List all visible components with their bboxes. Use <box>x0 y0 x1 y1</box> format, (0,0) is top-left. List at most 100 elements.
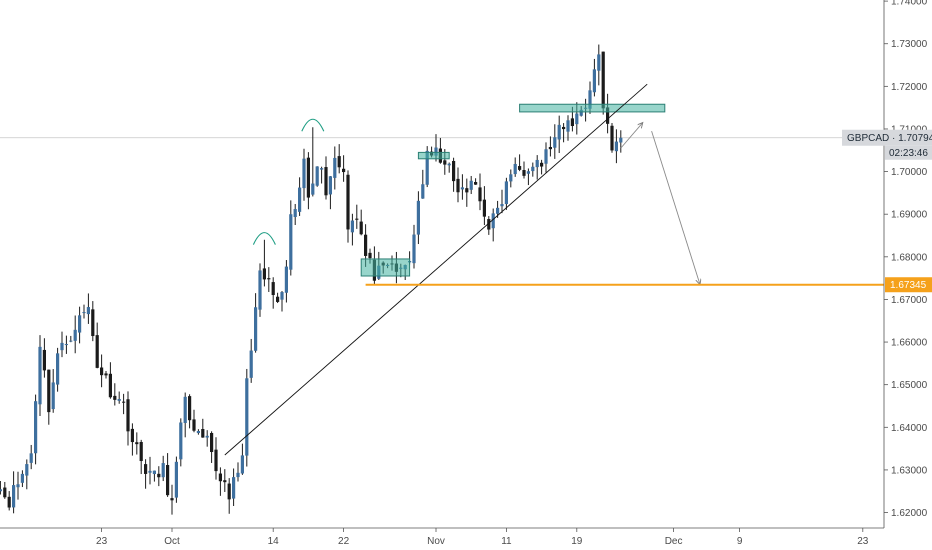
candle[interactable] <box>346 170 350 243</box>
candle[interactable] <box>513 157 517 177</box>
candle[interactable] <box>91 301 95 342</box>
candle[interactable] <box>592 58 596 97</box>
candle[interactable] <box>170 484 174 515</box>
candle[interactable] <box>460 174 464 200</box>
candle[interactable] <box>108 362 112 399</box>
candle[interactable] <box>557 115 561 154</box>
candle[interactable] <box>284 260 288 303</box>
candle[interactable] <box>20 470 24 488</box>
candle[interactable] <box>25 459 29 490</box>
candle[interactable] <box>350 213 354 246</box>
candle[interactable] <box>34 394 38 465</box>
candle[interactable] <box>69 335 73 343</box>
top-arc[interactable] <box>301 118 325 132</box>
candle[interactable] <box>174 456 178 503</box>
candle[interactable] <box>60 331 64 358</box>
candle[interactable] <box>452 157 456 192</box>
candle[interactable] <box>100 354 104 388</box>
candle[interactable] <box>597 44 601 86</box>
candle[interactable] <box>302 148 306 201</box>
candle[interactable] <box>3 481 7 499</box>
candle[interactable] <box>548 136 552 157</box>
candle[interactable] <box>280 291 284 312</box>
candle[interactable] <box>315 166 319 187</box>
candle[interactable] <box>320 166 324 184</box>
candle[interactable] <box>73 315 77 354</box>
candle[interactable] <box>254 293 258 353</box>
candle[interactable] <box>337 144 341 174</box>
candle[interactable] <box>258 263 262 317</box>
candle[interactable] <box>232 468 236 506</box>
price-area[interactable] <box>0 44 884 515</box>
candle[interactable] <box>544 142 548 173</box>
candle[interactable] <box>196 429 200 435</box>
candle[interactable] <box>29 444 33 470</box>
zone-box[interactable] <box>417 151 450 160</box>
candle[interactable] <box>157 466 161 487</box>
candle[interactable] <box>113 383 117 406</box>
candle[interactable] <box>491 208 495 242</box>
candle[interactable] <box>438 137 442 164</box>
candle[interactable] <box>500 189 504 214</box>
candle[interactable] <box>311 127 315 197</box>
candle[interactable] <box>482 186 486 226</box>
candle[interactable] <box>474 178 478 185</box>
candle[interactable] <box>12 471 16 514</box>
candle[interactable] <box>619 130 623 153</box>
candle[interactable] <box>456 167 460 203</box>
candle[interactable] <box>0 480 2 495</box>
candle[interactable] <box>104 371 108 379</box>
candle[interactable] <box>469 175 473 195</box>
candle[interactable] <box>86 293 90 324</box>
zone-box[interactable] <box>519 103 666 113</box>
candle[interactable] <box>333 146 337 190</box>
candle[interactable] <box>205 430 209 447</box>
candle[interactable] <box>531 162 535 177</box>
candle[interactable] <box>262 239 266 287</box>
candle[interactable] <box>249 338 253 383</box>
candle[interactable] <box>95 322 99 369</box>
candle[interactable] <box>7 491 11 511</box>
candle[interactable] <box>38 335 42 416</box>
trendline[interactable] <box>224 83 648 456</box>
candle[interactable] <box>126 391 130 446</box>
candle[interactable] <box>218 467 222 496</box>
candle[interactable] <box>47 369 51 425</box>
candle[interactable] <box>161 455 165 482</box>
candle[interactable] <box>342 155 346 182</box>
candle[interactable] <box>227 478 231 514</box>
candle[interactable] <box>518 154 522 172</box>
candle[interactable] <box>421 169 425 199</box>
top-arc[interactable] <box>252 232 276 245</box>
candle[interactable] <box>614 129 618 164</box>
candle[interactable] <box>324 156 328 200</box>
candle[interactable] <box>566 115 570 141</box>
candle[interactable] <box>487 216 491 235</box>
candle[interactable] <box>478 173 482 211</box>
candle[interactable] <box>144 459 148 489</box>
candle[interactable] <box>447 162 451 173</box>
candle[interactable] <box>16 471 20 500</box>
candle[interactable] <box>188 394 192 429</box>
candle[interactable] <box>51 369 55 413</box>
target-price-tag[interactable]: 1.67345 <box>885 277 932 293</box>
candle[interactable] <box>328 176 332 210</box>
candle[interactable] <box>359 209 363 236</box>
projection-arrow[interactable] <box>651 130 700 284</box>
candle[interactable] <box>152 470 156 482</box>
candle[interactable] <box>139 439 143 475</box>
candle[interactable] <box>526 168 530 186</box>
candle[interactable] <box>412 224 416 269</box>
candle[interactable] <box>522 161 526 179</box>
candle[interactable] <box>553 124 557 159</box>
zone-box[interactable] <box>360 258 411 277</box>
candle[interactable] <box>236 462 240 482</box>
candle[interactable] <box>535 155 539 180</box>
candle[interactable] <box>192 409 196 433</box>
candle[interactable] <box>166 453 170 497</box>
candle[interactable] <box>606 93 610 134</box>
candle[interactable] <box>540 159 544 175</box>
candle[interactable] <box>117 391 121 404</box>
candle[interactable] <box>271 277 275 309</box>
candle[interactable] <box>130 423 134 456</box>
